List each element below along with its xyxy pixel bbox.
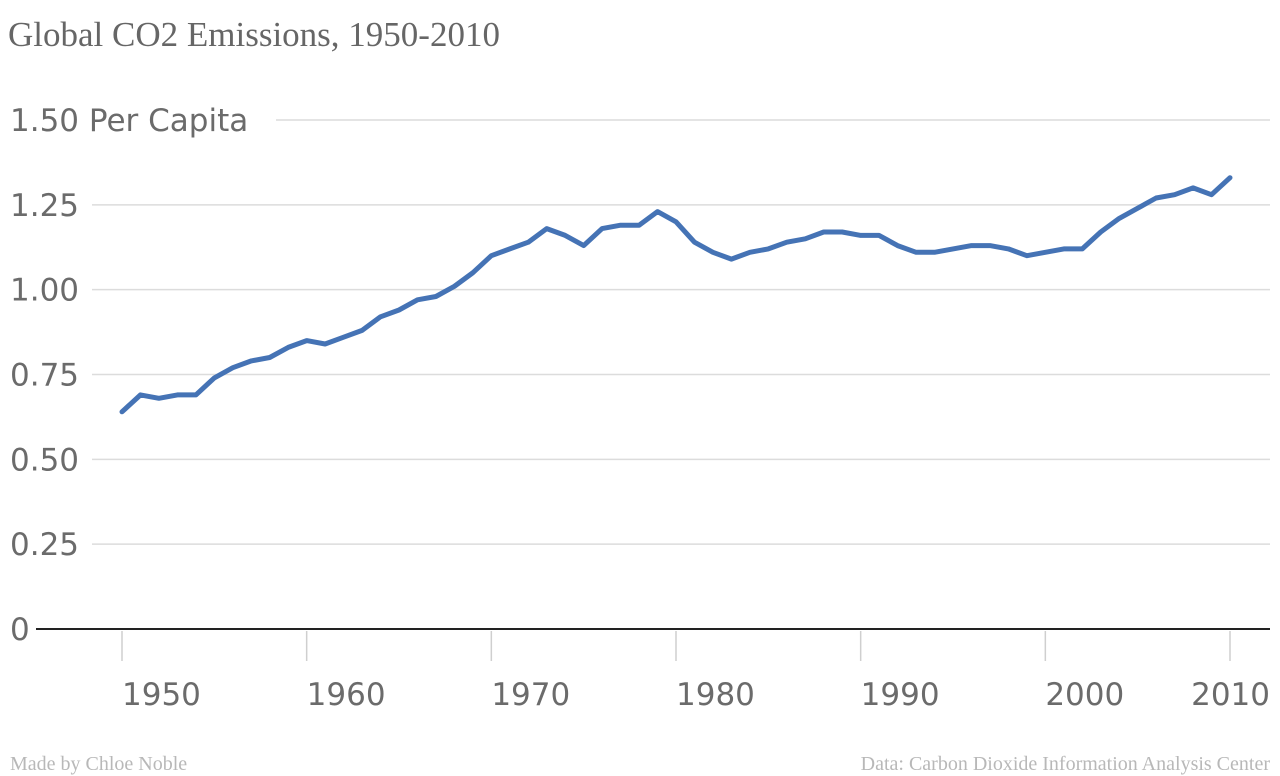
series-line [119,175,1233,415]
chart-title: Global CO2 Emissions, 1950-2010 [8,15,500,54]
x-tick-label: 1960 [307,677,386,713]
x-tick-label: 1990 [861,677,940,713]
footer-source: Data: Carbon Dioxide Information Analysi… [861,753,1271,775]
y-tick-label: 0 [10,612,30,648]
y-tick-label: 1.00 [10,273,79,309]
x-axis: 1950 1960 1970 1980 1990 2000 2010 [121,631,1270,713]
y-axis: 0 0.25 0.50 0.75 1.00 1.25 1.50 Per Capita [10,103,248,648]
y-tick-label: 0.50 [10,442,79,478]
grid [36,119,1270,630]
y-tick-label: 0.75 [10,358,79,394]
x-tick-label: 1950 [122,677,201,713]
x-tick-label: 2000 [1045,677,1124,713]
footer-credit: Made by Chloe Noble [10,753,187,775]
y-tick-label: 1.50 Per Capita [10,103,248,139]
x-tick-label: 2010 [1191,677,1270,713]
x-tick-label: 1970 [491,677,570,713]
y-tick-label: 1.25 [10,188,79,224]
x-tick-label: 1980 [676,677,755,713]
series-group [119,175,1233,415]
y-tick-label: 0.25 [10,527,79,563]
